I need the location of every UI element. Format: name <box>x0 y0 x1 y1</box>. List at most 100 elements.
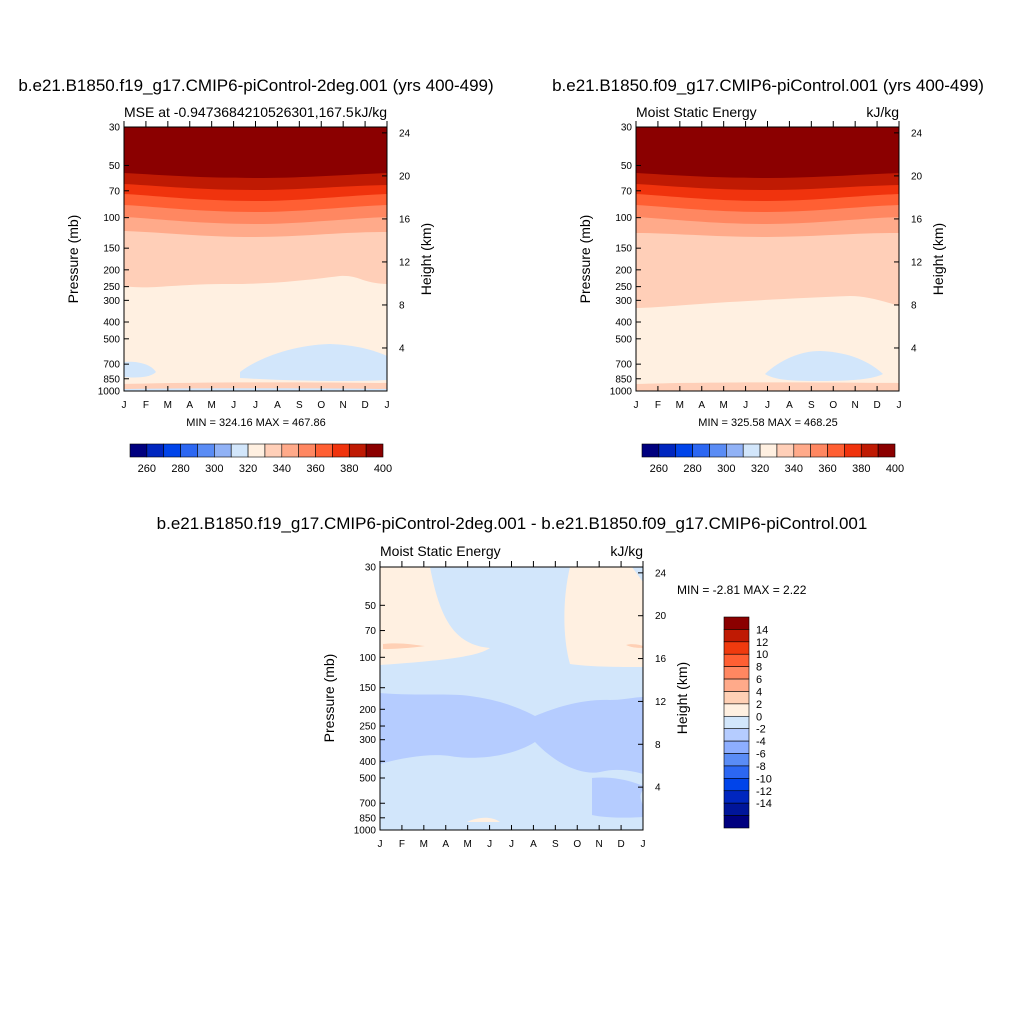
y-tick-label: 70 <box>109 186 121 197</box>
colorbar-swatch <box>281 443 299 458</box>
x-tick-label: J <box>487 839 492 850</box>
colorbar-swatch <box>723 691 750 705</box>
colorbar-label: -2 <box>756 724 766 736</box>
y-tick-label: 400 <box>103 318 120 329</box>
x-tick-label: O <box>317 400 325 411</box>
panel-left-label: MSE at -0.9473684210526301,167.5 <box>124 104 354 120</box>
axes: 30 50 70 100 150 200 250 300 400 500 700 850 1000 24 2… <box>98 121 411 411</box>
x-tick-label: O <box>829 400 837 411</box>
y-tick-label: 70 <box>365 626 377 637</box>
colorbar-swatch <box>230 443 249 458</box>
colorbar-label: -14 <box>756 798 772 810</box>
x-tick-label: M <box>719 400 727 411</box>
y-tick-label: 30 <box>365 563 377 574</box>
y-tick-label: 850 <box>103 374 120 385</box>
panel-title: b.e21.B1850.f19_g17.CMIP6-piControl-2deg… <box>18 76 493 95</box>
colorbar-swatch <box>723 641 750 655</box>
colorbar-swatch <box>365 443 384 458</box>
y-tick-label: 400 <box>359 757 376 768</box>
colorbar-label: 340 <box>273 463 291 475</box>
y-tick-label: 1000 <box>98 387 121 398</box>
y2-tick-label: 12 <box>911 257 923 268</box>
contour-band-0-to-2 <box>564 567 643 667</box>
x-tick-label: A <box>530 839 537 850</box>
colorbar-swatch <box>723 653 750 667</box>
contour-band-320 <box>765 351 883 381</box>
y-tick-label: 200 <box>615 265 632 276</box>
y-tick-label: 200 <box>359 705 376 716</box>
y2-axis-label: Height (km) <box>930 223 946 295</box>
x-tick-label: J <box>231 400 236 411</box>
contour-band-320 <box>124 361 156 378</box>
colorbar-swatch <box>877 443 896 458</box>
colorbar-swatch <box>723 765 750 779</box>
colorbar-label: 260 <box>650 463 668 475</box>
y2-tick-label: 16 <box>911 214 923 225</box>
contour-band-neg2-to-neg4 <box>380 693 643 774</box>
colorbar-label: 340 <box>785 463 803 475</box>
min-max-stats: MIN = -2.81 MAX = 2.22 <box>677 583 807 597</box>
y-tick-label: 150 <box>103 244 120 255</box>
y2-tick-label: 24 <box>655 568 667 579</box>
colorbar-label: 8 <box>756 662 762 674</box>
y-tick-label: 250 <box>103 282 120 293</box>
x-tick-label: J <box>385 400 390 411</box>
y2-tick-label: 8 <box>399 300 405 311</box>
contour-band-0-to-2 <box>380 567 490 665</box>
y-tick-label: 250 <box>359 722 376 733</box>
y2-tick-label: 24 <box>399 128 411 139</box>
colorbar-swatch <box>723 629 750 643</box>
colorbar-label: 320 <box>239 463 257 475</box>
y-tick-label: 150 <box>359 683 376 694</box>
y2-tick-label: 16 <box>399 214 411 225</box>
colorbar-swatch <box>197 443 215 458</box>
min-max-stats: MIN = 325.58 MAX = 468.25 <box>698 417 837 429</box>
y-axis-label: Pressure (mb) <box>321 654 337 743</box>
x-tick-label: J <box>509 839 514 850</box>
colorbar-swatch <box>723 778 750 792</box>
colorbar-label: 300 <box>717 463 735 475</box>
panel-units-label: kJ/kg <box>866 104 899 120</box>
y-tick-label: 300 <box>615 296 632 307</box>
contour-plot <box>379 566 644 831</box>
x-tick-label: J <box>897 400 902 411</box>
y-axis-label: Pressure (mb) <box>577 215 593 304</box>
y-tick-label: 700 <box>615 360 632 371</box>
y-tick-label: 250 <box>615 282 632 293</box>
colorbar-label: -4 <box>756 736 766 748</box>
x-tick-label: J <box>253 400 258 411</box>
y2-axis-label: Height (km) <box>674 662 690 734</box>
y2-axis-label: Height (km) <box>418 223 434 295</box>
colorbar-swatch <box>348 443 367 458</box>
colorbar-label: 12 <box>756 637 768 649</box>
y-tick-label: 500 <box>103 334 120 345</box>
x-tick-label: N <box>852 400 859 411</box>
panel-title: b.e21.B1850.f19_g17.CMIP6-piControl-2deg… <box>157 514 868 533</box>
colorbar-swatch <box>264 443 283 458</box>
colorbar-swatch <box>759 443 778 458</box>
colorbar-swatch <box>726 443 744 458</box>
colorbar-swatch <box>723 815 750 829</box>
y-tick-label: 30 <box>109 123 121 134</box>
contour-band-0-to-2 <box>467 817 500 822</box>
colorbar-label: 10 <box>756 649 768 661</box>
colorbar-label: -8 <box>756 761 766 773</box>
y-tick-label: 100 <box>103 213 120 224</box>
axes: 30 50 70 100 150 200 250 300 400 500 700 850 1000 24 2… <box>354 561 667 850</box>
x-tick-label: J <box>743 400 748 411</box>
colorbar-swatch <box>723 678 750 692</box>
y-tick-label: 1000 <box>610 387 633 398</box>
x-tick-label: J <box>765 400 770 411</box>
panel-units-label: kJ/kg <box>610 543 643 559</box>
colorbar-label: -12 <box>756 786 772 798</box>
x-tick-label: M <box>420 839 428 850</box>
contour-band-400 <box>124 127 387 178</box>
colorbar-swatch <box>723 666 750 680</box>
y-tick-label: 70 <box>621 186 633 197</box>
colorbar-swatch <box>776 443 795 458</box>
y2-tick-label: 4 <box>655 783 661 794</box>
colorbar-swatch <box>298 443 316 458</box>
y-tick-label: 300 <box>103 296 120 307</box>
y2-tick-label: 8 <box>911 300 917 311</box>
